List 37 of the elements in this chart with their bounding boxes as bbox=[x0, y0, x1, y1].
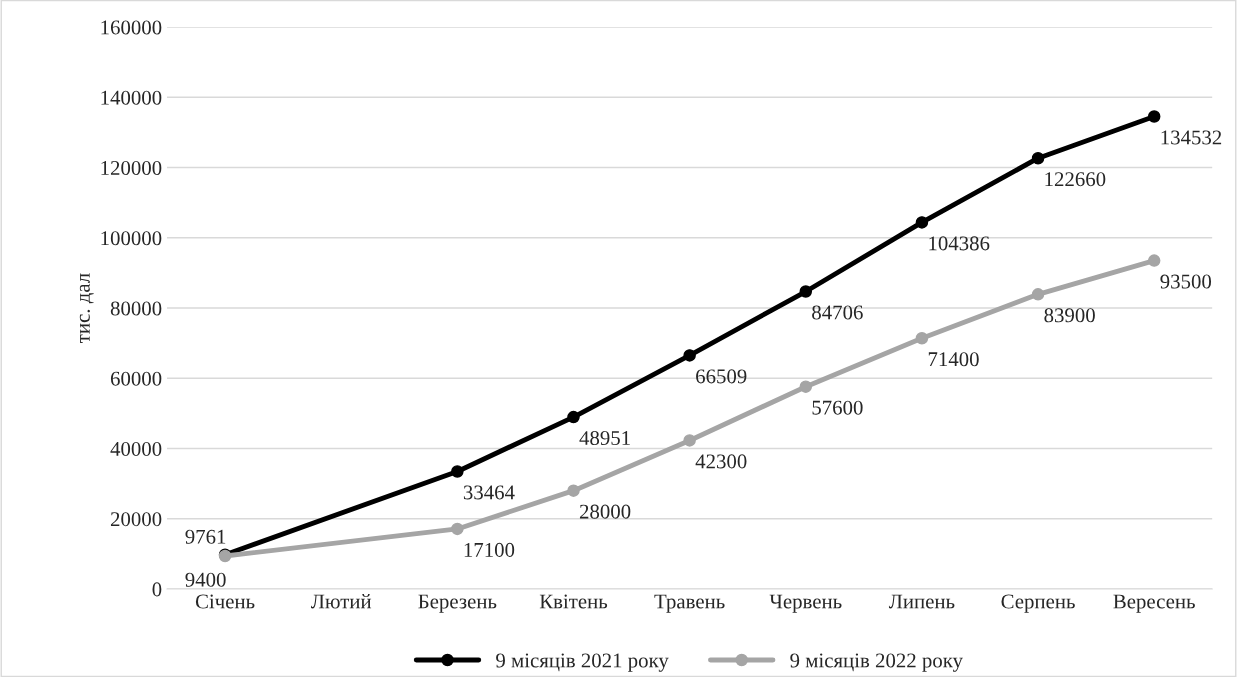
y-tick-label: 20000 bbox=[110, 512, 162, 527]
data-label: 9400 bbox=[185, 572, 226, 587]
y-tick-label: 140000 bbox=[101, 90, 162, 105]
data-label: 28000 bbox=[579, 504, 631, 519]
y-tick-label: 40000 bbox=[110, 441, 162, 456]
data-label: 33464 bbox=[463, 485, 515, 500]
data-label: 122660 bbox=[1045, 172, 1106, 187]
data-label: 83900 bbox=[1044, 308, 1095, 323]
x-tick-label: Серпень bbox=[1001, 594, 1075, 613]
y-tick-label: 160000 bbox=[101, 20, 162, 35]
data-label: 9761 bbox=[185, 529, 226, 544]
x-tick-label: Травень bbox=[654, 594, 725, 613]
data-label: 84706 bbox=[812, 305, 863, 320]
y-tick-label: 120000 bbox=[101, 160, 162, 175]
data-label: 104386 bbox=[929, 236, 990, 251]
y-tick-label: 0 bbox=[152, 582, 162, 597]
data-label: 93500 bbox=[1160, 274, 1212, 289]
y-tick-label: 100000 bbox=[101, 231, 162, 246]
data-label: 66509 bbox=[696, 369, 747, 384]
data-label: 48951 bbox=[579, 431, 630, 446]
y-tick-label: 60000 bbox=[110, 371, 162, 386]
data-label: 134532 bbox=[1161, 130, 1222, 145]
y-tick-label: 80000 bbox=[110, 301, 162, 316]
y-axis-title: тис. дал bbox=[79, 273, 94, 343]
x-tick-label: Квітень bbox=[539, 594, 608, 609]
legend-label: 9 місяців 2022 року bbox=[790, 653, 963, 672]
legend-label: 9 місяців 2021 року bbox=[496, 653, 669, 672]
data-label: 17100 bbox=[464, 542, 515, 557]
x-tick-label: Лютий bbox=[310, 594, 372, 609]
data-label: 42300 bbox=[695, 454, 747, 469]
x-tick-label: Січень bbox=[195, 594, 255, 609]
x-tick-label: Березень bbox=[418, 594, 497, 613]
data-label: 71400 bbox=[928, 352, 979, 367]
x-tick-label: Липень bbox=[888, 594, 955, 609]
x-tick-label: Червень bbox=[769, 594, 842, 613]
data-label: 57600 bbox=[812, 400, 863, 415]
x-tick-label: Вересень bbox=[1113, 594, 1195, 613]
